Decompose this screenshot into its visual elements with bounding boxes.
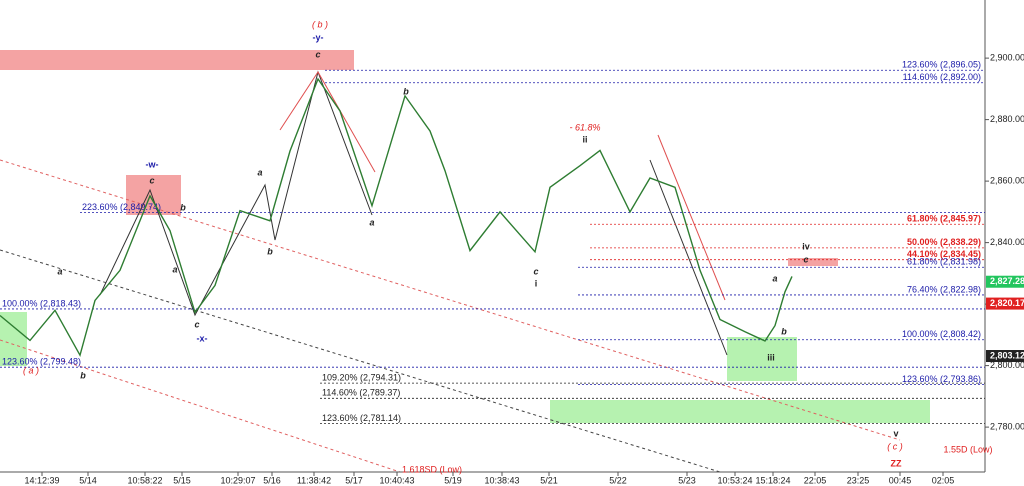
x-tick-label: 5/23 <box>678 475 696 485</box>
y-tick-label: 2,840.00 <box>990 237 1024 247</box>
wave-label: a <box>57 266 62 276</box>
level-label: 50.00% (2,838.29) <box>907 237 981 247</box>
price-tag <box>986 350 1024 363</box>
level-label: 114.60% (2,892.00) <box>903 72 981 82</box>
x-tick-label: 5/14 <box>79 475 97 485</box>
wave-label: a <box>772 273 777 283</box>
x-tick-label: 22:05 <box>804 475 827 485</box>
wave-label: iv <box>802 241 810 251</box>
wave-label: c <box>194 319 199 329</box>
resistance-zone <box>126 175 181 215</box>
level-label: 109.20% (2,794.31) <box>322 372 401 382</box>
y-tick-label: 2,780.00 <box>990 421 1024 431</box>
wave-label: c <box>803 254 808 264</box>
x-tick-label: 10:53:24 <box>717 475 752 485</box>
x-tick-label: 10:58:22 <box>127 475 162 485</box>
wave-label: ZZ <box>891 458 902 468</box>
wave-label: - 61.8% <box>569 122 600 132</box>
x-tick-label: 10:40:43 <box>379 475 414 485</box>
wave-line <box>657 134 726 301</box>
level-label: 123.60% (2,799.48) <box>2 357 81 367</box>
x-tick-label: 5/15 <box>173 475 191 485</box>
x-tick-label: 5/16 <box>263 475 281 485</box>
wave-label: c <box>149 175 154 185</box>
level-label: 100.00% (2,808.42) <box>902 329 981 339</box>
x-tick-label: 5/17 <box>345 475 363 485</box>
wave-label: ( a ) <box>23 365 39 375</box>
wave-label: b <box>781 326 787 336</box>
x-tick-label: 00:45 <box>889 475 912 485</box>
channel-line <box>0 159 901 441</box>
y-tick-label: 2,880.00 <box>990 114 1024 124</box>
zones <box>0 50 930 423</box>
level-label: 100.00% (2,818.43) <box>2 298 81 308</box>
level-label: 61.80% (2,845.97) <box>907 214 981 224</box>
wave-label: c <box>315 49 320 59</box>
wave-label: -y- <box>313 32 324 42</box>
wave-label: ( c ) <box>887 441 903 451</box>
y-tick-label: 2,900.00 <box>990 52 1024 62</box>
channel-line <box>0 339 401 473</box>
wave-label: a <box>172 264 177 274</box>
level-label: 61.80% (2,831.98) <box>907 257 981 267</box>
x-tick-label: 11:38:42 <box>297 475 331 485</box>
x-tick-label: 5/22 <box>609 475 627 485</box>
level-label: 76.40% (2,822.98) <box>907 284 981 294</box>
price-tag <box>986 297 1024 310</box>
support-zone <box>727 337 797 381</box>
resistance-zone <box>788 258 838 266</box>
wave-label: -w- <box>146 159 159 169</box>
channels <box>0 70 901 473</box>
price-tag-label: 2,820.17 <box>990 298 1024 308</box>
wave-label: a <box>257 167 262 177</box>
wave-label: 1.55D (Low) <box>943 444 992 454</box>
x-tick-label: 10:38:43 <box>484 475 519 485</box>
wave-label: b <box>80 370 86 380</box>
wave-line <box>279 71 376 173</box>
level-label: 114.60% (2,789.37) <box>322 388 400 398</box>
price-tag-label: 2,803.12 <box>990 350 1024 360</box>
wave-line <box>649 159 728 356</box>
x-tick-label: 14:12:39 <box>24 475 59 485</box>
support-zone <box>550 400 930 423</box>
x-tick-label: 10:29:07 <box>220 475 255 485</box>
wave-label: -x- <box>197 333 208 343</box>
wave-label: i <box>535 278 538 288</box>
x-tick-label: 5/21 <box>540 475 558 485</box>
wave-label: b <box>403 86 409 96</box>
resistance-zone <box>0 50 354 70</box>
wave-label: ii <box>582 134 587 144</box>
wave-label: 1.618SD (Low) <box>402 464 462 474</box>
y-tick-label: 2,800.00 <box>990 360 1024 370</box>
y-tick-label: 2,860.00 <box>990 175 1024 185</box>
price-line <box>0 77 793 358</box>
price-tag <box>986 275 1024 288</box>
wave-label: b <box>267 246 273 256</box>
wave-label: ( b ) <box>312 19 328 29</box>
wave-label: b <box>180 202 186 212</box>
level-label: 123.60% (2,896.05) <box>902 60 981 70</box>
price-tag-label: 2,827.28 <box>990 276 1024 286</box>
x-tick-label: 15:18:24 <box>755 475 790 485</box>
wave-label: c <box>533 266 538 276</box>
level-label: 123.60% (2,793.86) <box>902 374 981 384</box>
level-label: 223.60% (2,849.74) <box>82 202 161 212</box>
wave-label: v <box>893 428 898 438</box>
support-zone <box>0 312 27 366</box>
wave-label: a <box>369 217 374 227</box>
x-tick-label: 23:25 <box>847 475 870 485</box>
x-tick-label: 02:05 <box>932 475 955 485</box>
x-tick-label: 5/19 <box>444 475 462 485</box>
level-label: 44.10% (2,834.45) <box>907 249 981 259</box>
level-label: 123.60% (2,781.14) <box>322 413 401 423</box>
wave-label: iii <box>767 352 775 362</box>
